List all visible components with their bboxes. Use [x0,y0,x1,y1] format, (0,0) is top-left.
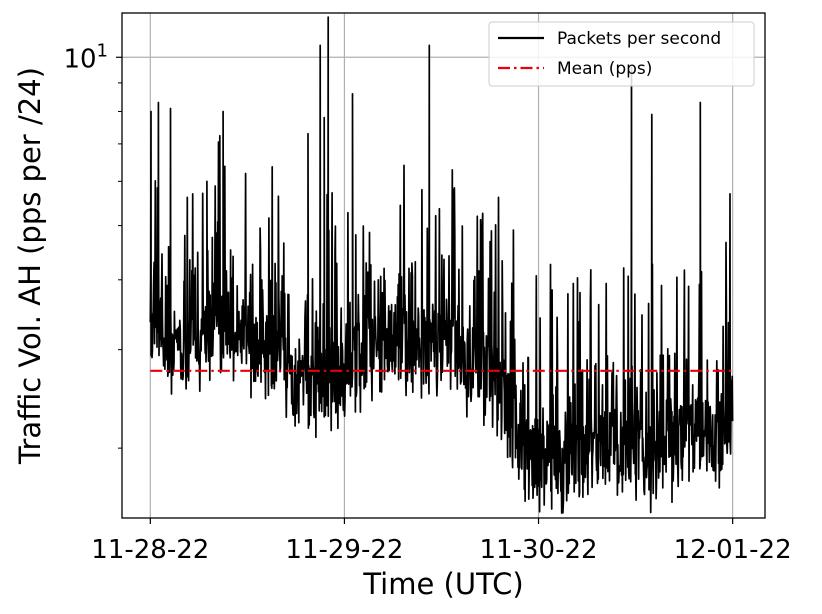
x-tick-label: 12-01-22 [674,535,792,565]
plot-frame [121,12,766,519]
y-tick-label: 101 [63,40,108,74]
y-axis-label: Traffic Vol. AH (pps per /24) [13,67,47,465]
x-tick-label: 11-28-22 [91,535,209,565]
grid-lines [122,13,765,518]
legend-label-packets: Packets per second [557,29,721,49]
x-tick-label: 11-30-22 [480,535,598,565]
x-tick-label: 11-29-22 [285,535,403,565]
legend-box [488,21,755,87]
series-layer [149,16,734,514]
ticks: 11-28-22 11-29-22 11-30-22 12-01-22 101 [63,40,791,565]
x-axis-label: Time (UTC) [362,567,523,601]
legend-label-mean: Mean (pps) [557,59,652,79]
legend: Packets per second Mean (pps) [488,21,755,87]
series-packets-per-second [149,16,734,514]
